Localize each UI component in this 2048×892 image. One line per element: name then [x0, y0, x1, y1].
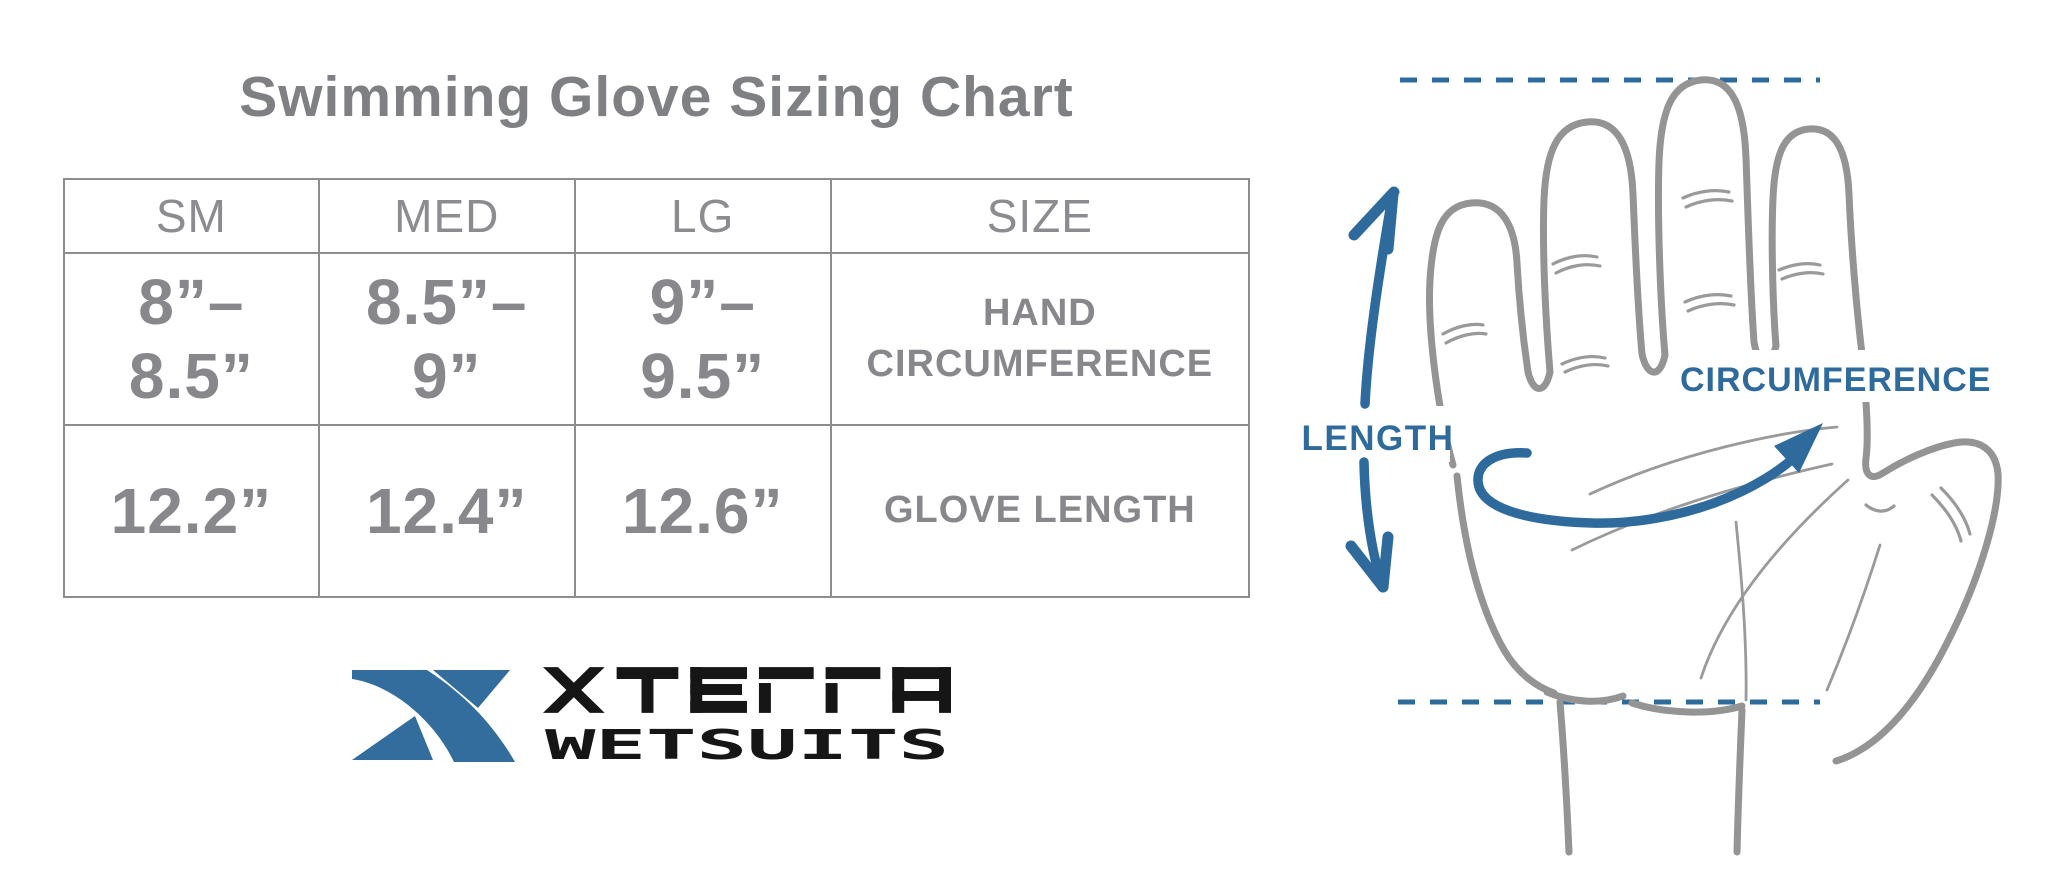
cell-sm-circumference: 8”– 8.5”: [63, 252, 320, 426]
circumference-arrowhead-icon: [1774, 423, 1823, 473]
length-label: LENGTH: [1302, 419, 1455, 458]
page-title: Swimming Glove Sizing Chart: [239, 65, 1074, 129]
row-label-hand-circumference: HAND CIRCUMFERENCE: [829, 252, 1251, 426]
cell-lg-length: 12.6”: [573, 424, 832, 598]
hand-measurement-diagram: LENGTH CIRCUMFERENCE: [1302, 76, 2002, 856]
table-row-glove-length: 12.2” 12.4” 12.6” GLOVE LENGTH: [63, 424, 1251, 598]
table-header-row: SM MED LG SIZE: [63, 178, 1251, 254]
circumference-label: CIRCUMFERENCE: [1680, 361, 1991, 399]
palm-crease-lines: [1570, 425, 1882, 702]
col-header-med: MED: [317, 178, 576, 254]
wetsuits-text: WETSUITS: [545, 728, 949, 764]
table-row-circumference: 8”– 8.5” 8.5”– 9” 9”– 9.5” HAND CIRCUMFE…: [63, 252, 1251, 426]
length-label-backplate: [1306, 406, 1450, 462]
col-header-lg: LG: [573, 178, 832, 254]
col-header-size: SIZE: [829, 178, 1251, 254]
wetsuits-wordmark: WETSUITS: [545, 728, 949, 764]
cell-lg-circumference: 9”– 9.5”: [573, 252, 832, 426]
col-header-sm: SM: [63, 178, 320, 254]
finger-crease-lines: [1441, 189, 1972, 543]
cell-sm-length: 12.2”: [63, 424, 320, 598]
cell-med-circumference: 8.5”– 9”: [317, 252, 576, 426]
xterra-logo-icon: [352, 670, 515, 762]
xterra-wordmark: [543, 667, 951, 713]
circumference-arrow: [1473, 423, 1823, 528]
row-label-glove-length: GLOVE LENGTH: [829, 424, 1251, 598]
cell-med-length: 12.4”: [317, 424, 576, 598]
circumference-label-backplate: [1672, 350, 2002, 402]
sizing-table: SM MED LG SIZE 8”– 8.5” 8.5”– 9” 9”– 9.5…: [63, 178, 1251, 598]
length-arrow: [1345, 186, 1400, 593]
hand-outline-illustration: [1426, 76, 2002, 856]
